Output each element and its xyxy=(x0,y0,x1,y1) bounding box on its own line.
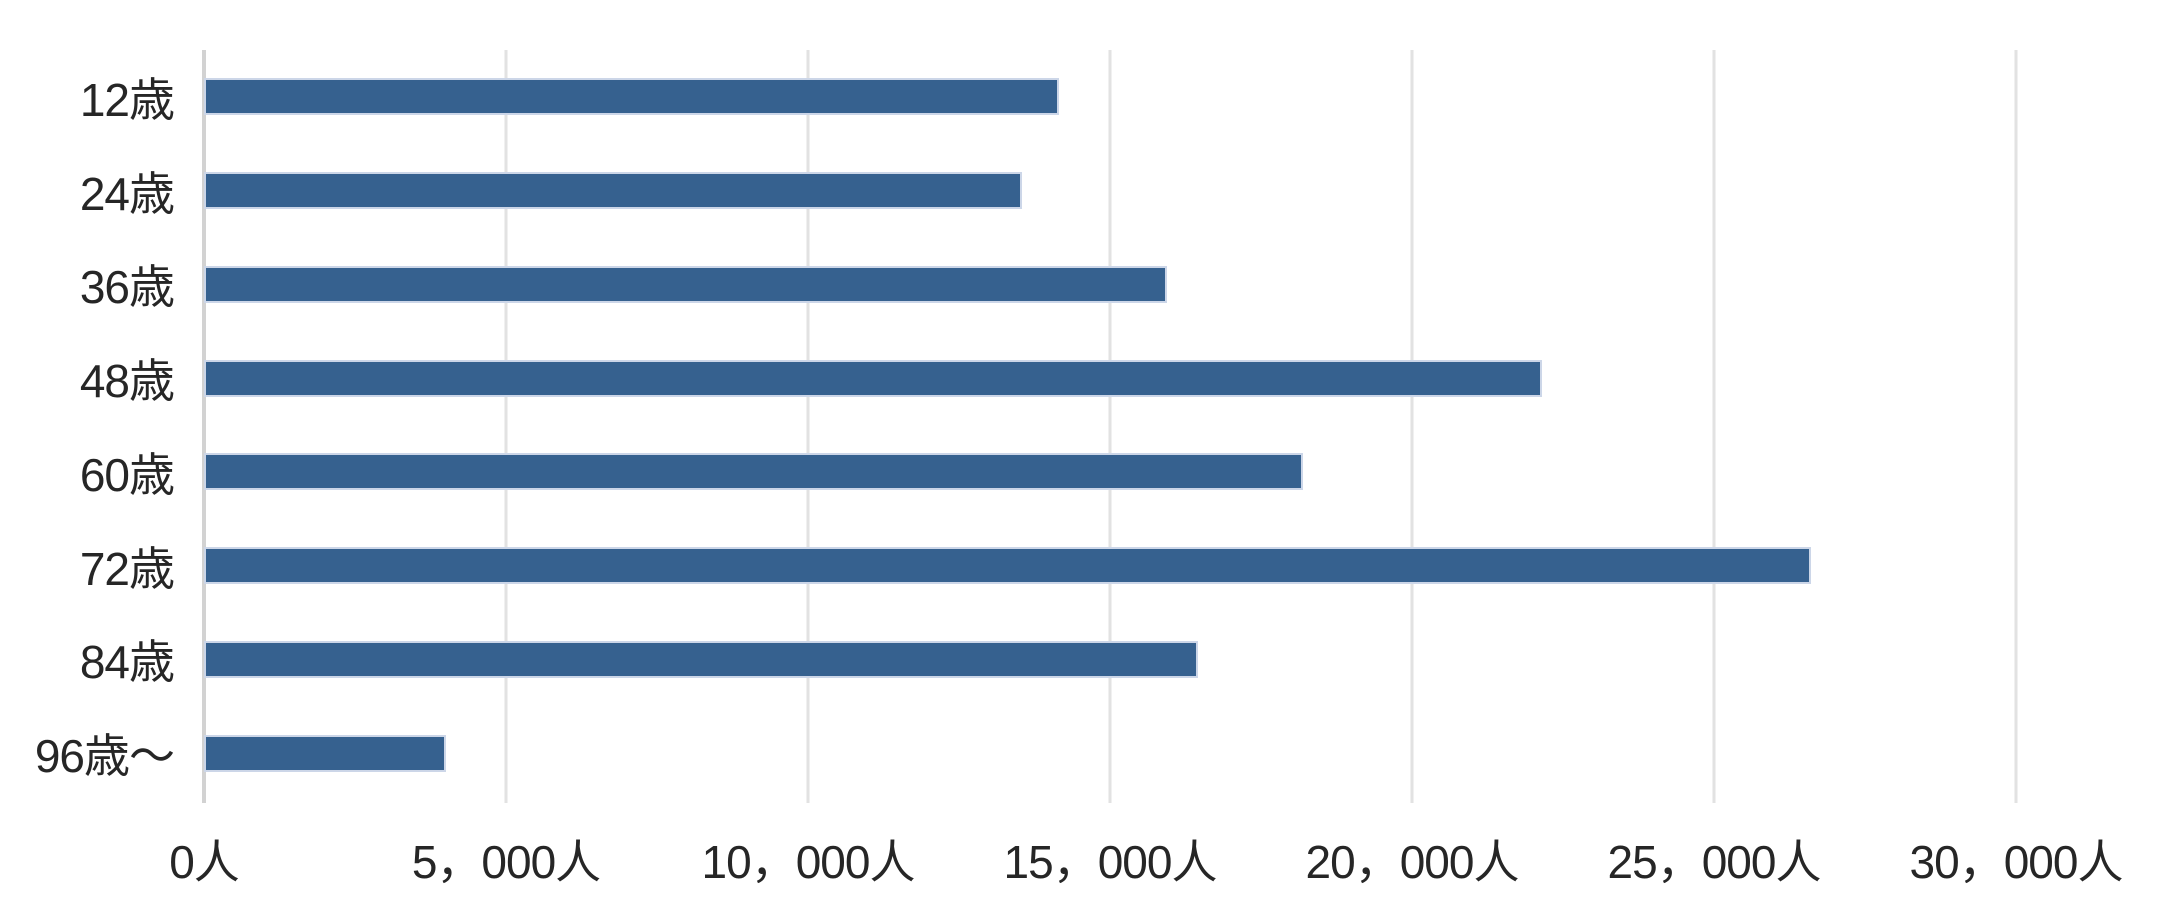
x-tick-label: 20，000人 xyxy=(1305,836,1520,888)
category-label: 96歳〜 xyxy=(34,730,175,783)
bar xyxy=(204,453,1304,491)
y-axis-labels: 12歳 24歳 36歳 48歳 60歳 72歳 84歳 96歳〜 xyxy=(0,50,188,800)
x-axis-labels: 0人 5，000人 10，000人 15，000人 20，000人 25，000人 30，0… xyxy=(169,826,2123,896)
gridline xyxy=(1712,50,1716,803)
gridline xyxy=(504,50,508,803)
category-label: 48歳 xyxy=(79,355,175,408)
x-tick-label: 30，000人 xyxy=(1909,836,2124,888)
category-label: 84歳 xyxy=(79,636,175,689)
bar xyxy=(204,172,1023,210)
bar xyxy=(204,547,1811,585)
category-label: 72歳 xyxy=(79,542,175,595)
bar xyxy=(204,265,1168,303)
x-tick-label: 10，000人 xyxy=(701,836,916,888)
category-label: 24歳 xyxy=(79,167,175,220)
bar xyxy=(204,78,1059,116)
gridline xyxy=(1410,50,1414,803)
bar xyxy=(204,640,1198,678)
x-tick-label: 15，000人 xyxy=(1003,836,1218,888)
x-tick-label: 25，000人 xyxy=(1607,836,1822,888)
gridline xyxy=(1108,50,1112,803)
plot-area xyxy=(202,50,2018,803)
bar xyxy=(204,359,1542,397)
category-label: 36歳 xyxy=(79,261,175,314)
x-tick-label: 0人 xyxy=(169,836,240,888)
bar xyxy=(204,734,446,772)
y-axis-line xyxy=(202,50,206,803)
category-label: 60歳 xyxy=(79,448,175,501)
gridline xyxy=(2014,50,2018,803)
x-tick-label: 5，000人 xyxy=(411,836,601,888)
category-label: 12歳 xyxy=(79,73,175,126)
gridline xyxy=(806,50,810,803)
